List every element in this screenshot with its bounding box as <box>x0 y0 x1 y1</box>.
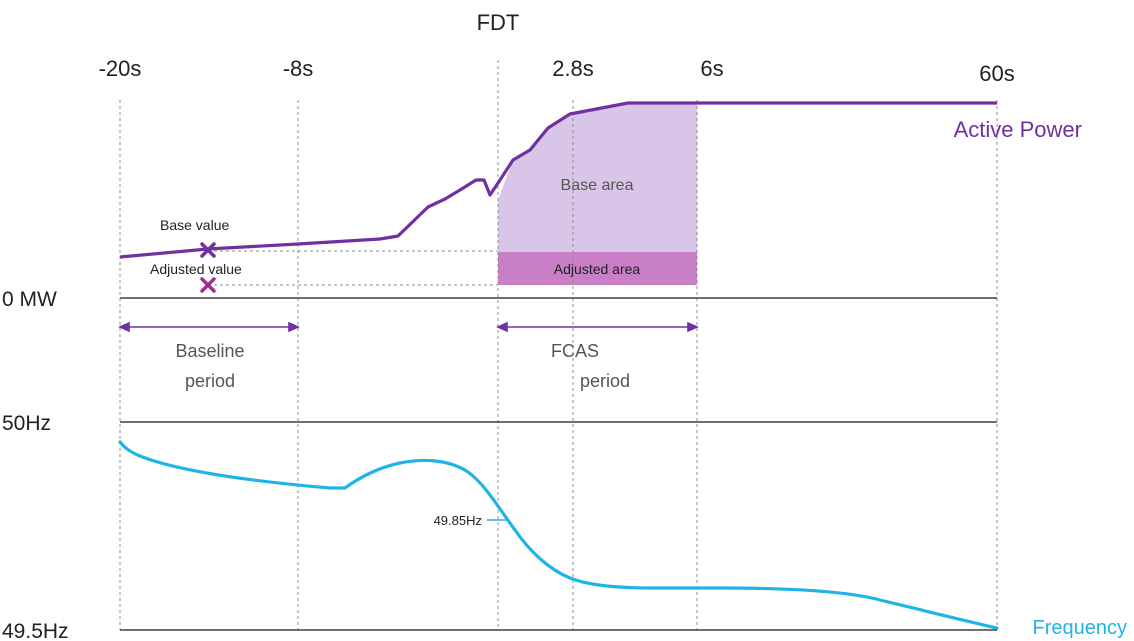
fortynine-five-hz-label: 49.5Hz <box>2 620 69 641</box>
base-value-label: Base value <box>160 217 229 233</box>
baseline-period-label-line2: period <box>185 371 235 391</box>
fdt-label: FDT <box>477 10 520 35</box>
time-label-60s: 60s <box>979 61 1014 86</box>
time-gridlines <box>119 60 998 630</box>
frequency-series-label: Frequency <box>1033 617 1128 639</box>
time-label-minus8s: -8s <box>283 56 314 81</box>
adjusted-value-label: Adjusted value <box>150 261 242 277</box>
base-value-marker <box>200 242 216 258</box>
fcas-arrowhead-right <box>687 321 699 333</box>
adjusted-area-shape <box>498 252 697 285</box>
frequency-callout-label: 49.85Hz <box>434 513 482 528</box>
active-power-line <box>119 101 997 259</box>
fcas-period-label-line2: period <box>580 371 630 391</box>
zero-mw-label: 0 MW <box>2 288 57 311</box>
adjusted-area-label: Adjusted area <box>554 261 641 277</box>
adjusted-value-marker <box>200 277 216 293</box>
fcas-period-label-line1: FCAS <box>551 341 599 361</box>
active-power-series-label: Active Power <box>954 117 1082 142</box>
baseline-period-label-line1: Baseline <box>175 341 244 361</box>
baseline-arrowhead-right <box>288 321 300 333</box>
time-label-minus20s: -20s <box>99 56 142 81</box>
time-label-6s: 6s <box>700 56 723 81</box>
fifty-hz-label: 50Hz <box>2 412 51 435</box>
frequency-line <box>118 440 999 630</box>
fcas-arrowhead-left <box>496 321 508 333</box>
base-area-shape <box>498 103 697 252</box>
baseline-arrowhead-left <box>118 321 130 333</box>
base-area-label: Base area <box>561 177 634 194</box>
time-label-2-8s: 2.8s <box>552 56 594 81</box>
